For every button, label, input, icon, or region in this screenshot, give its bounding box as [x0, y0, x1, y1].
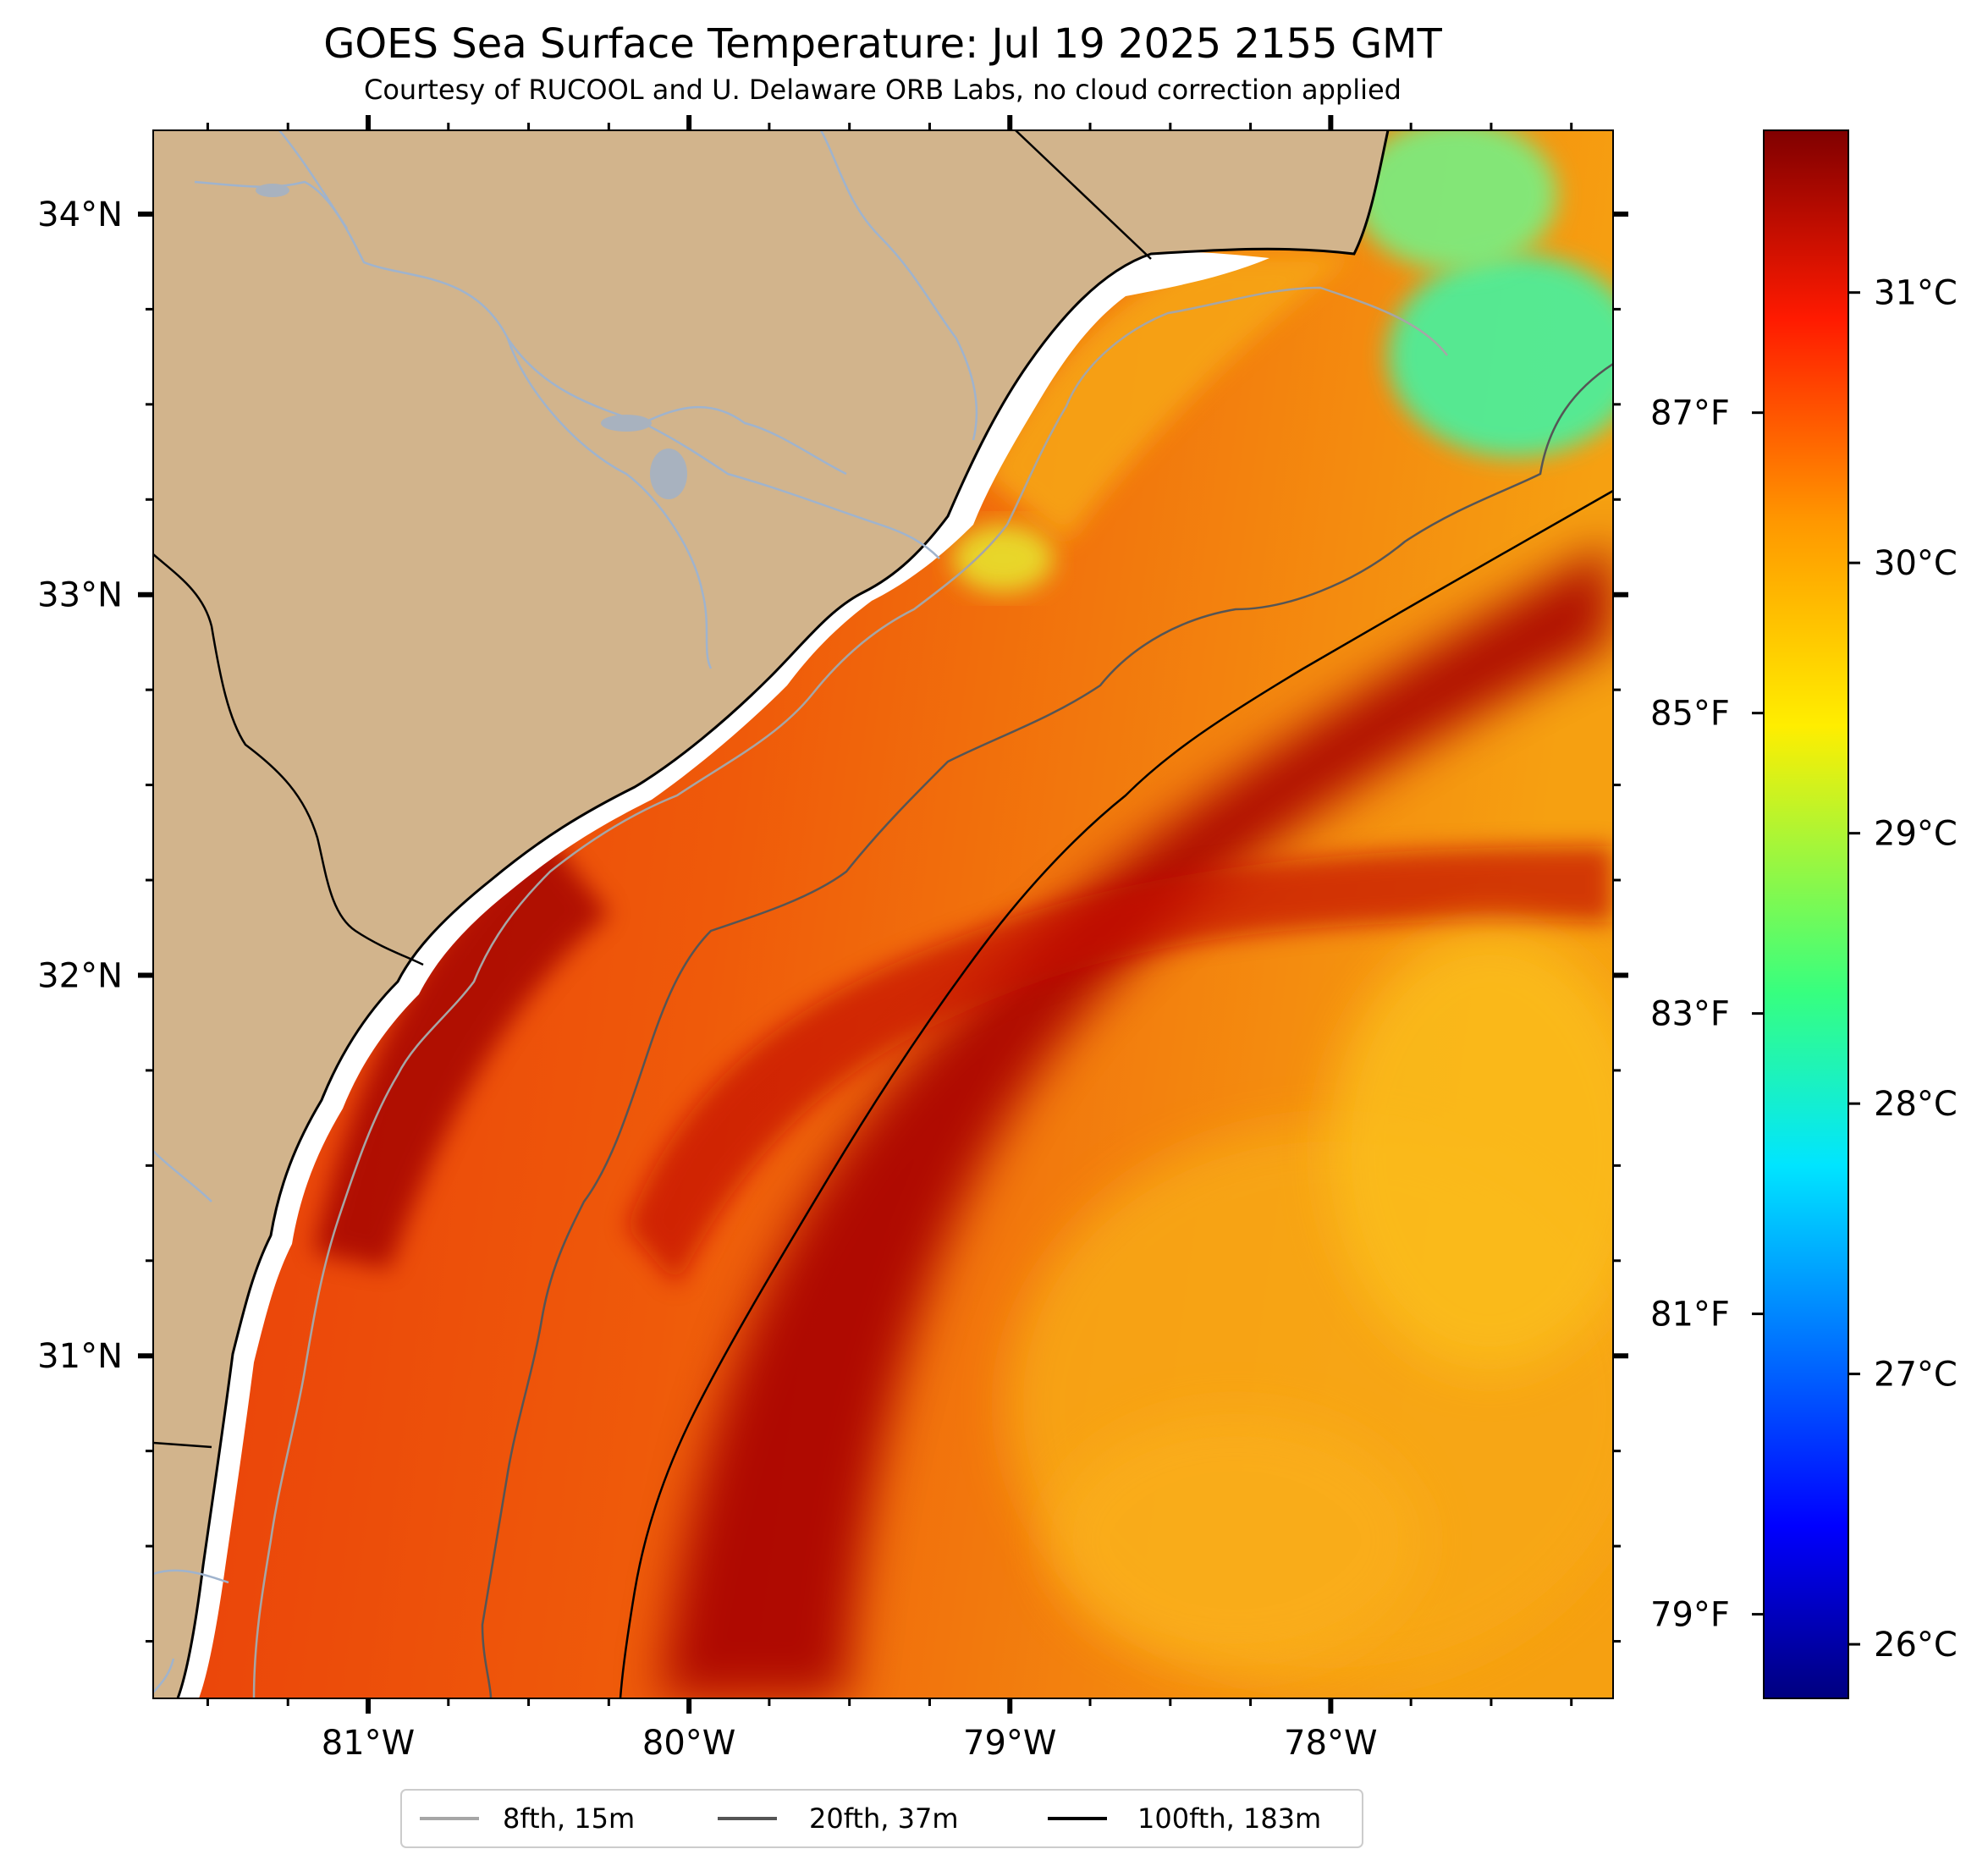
land-mass [153, 130, 1388, 1698]
coastline [176, 130, 1390, 1698]
colorbar-fahrenheit-label: 83°F [1650, 995, 1730, 1034]
colorbar-celsius-label: 26°C [1874, 1626, 1958, 1665]
colorbar-celsius-label: 31°C [1874, 274, 1958, 313]
colorbar-fahrenheit-label: 79°F [1650, 1596, 1730, 1635]
map-title: GOES Sea Surface Temperature: Jul 19 202… [323, 20, 1442, 68]
lat-tick-label: 34°N [37, 195, 123, 234]
longitude-axis: 81°W 80°W 79°W 78°W [206, 115, 1573, 1763]
state-border [153, 130, 1152, 1449]
gulf-stream-band [626, 846, 1613, 1286]
colorbar-fahrenheit-label: 85°F [1650, 695, 1730, 734]
colorbar-celsius-axis: 31°C 30°C 29°C 28°C 27°C 26°C [1848, 274, 1958, 1665]
sst-map [153, 130, 1613, 1698]
isobath-20fth [481, 362, 1613, 1698]
colorbar-fahrenheit-label: 81°F [1650, 1296, 1730, 1334]
colorbar-celsius-label: 30°C [1874, 544, 1958, 583]
colorbar-celsius-label: 27°C [1874, 1356, 1958, 1395]
lake-marion [650, 448, 687, 499]
colorbar-fahrenheit-axis: 87°F 85°F 83°F 81°F 79°F [1650, 394, 1764, 1635]
colorbar-fahrenheit-label: 87°F [1650, 394, 1730, 433]
lat-tick-label: 32°N [37, 956, 123, 995]
colorbar-celsius-label: 29°C [1874, 815, 1958, 854]
colorbar [1763, 129, 1849, 1699]
map-subtitle: Courtesy of RUCOOL and U. Delaware ORB L… [364, 74, 1402, 106]
lon-tick-label: 79°W [963, 1724, 1056, 1763]
colorbar-celsius-label: 28°C [1874, 1085, 1958, 1124]
legend-label-20fth: 20fth, 37m [809, 1802, 958, 1835]
lake [256, 184, 289, 197]
lon-tick-label: 78°W [1284, 1724, 1377, 1763]
map-frame [152, 129, 1614, 1699]
lake-moultrie [601, 415, 652, 432]
cold-plume [1388, 254, 1613, 457]
isobath-8fth [252, 286, 1448, 1698]
lat-tick-label: 31°N [37, 1337, 123, 1376]
gulf-stream-core [660, 542, 1613, 1698]
rivers [153, 130, 978, 1693]
lon-tick-label: 80°W [642, 1724, 735, 1763]
offshore-yellow-patch [1329, 931, 1613, 1371]
cold-plume-north [1354, 130, 1557, 271]
legend-box [400, 1789, 1363, 1848]
offshore-yellow-patch-2 [1049, 1413, 1422, 1667]
nearshore-warm-band [313, 829, 609, 1269]
coastal-cool-band [982, 254, 1354, 542]
isobath-legend: 8fth, 15m 20fth, 37m 100fth, 183m [400, 1789, 1363, 1848]
isobath-100fth [619, 489, 1613, 1698]
legend-label-8fth: 8fth, 15m [503, 1802, 635, 1835]
legend-label-100fth: 100fth, 183m [1137, 1802, 1321, 1835]
lat-tick-label: 33°N [37, 576, 123, 615]
lon-tick-label: 81°W [322, 1724, 415, 1763]
latitude-axis: 34°N 33°N 32°N 31°N [37, 195, 1628, 1643]
coastal-yellow-spot [952, 525, 1054, 592]
